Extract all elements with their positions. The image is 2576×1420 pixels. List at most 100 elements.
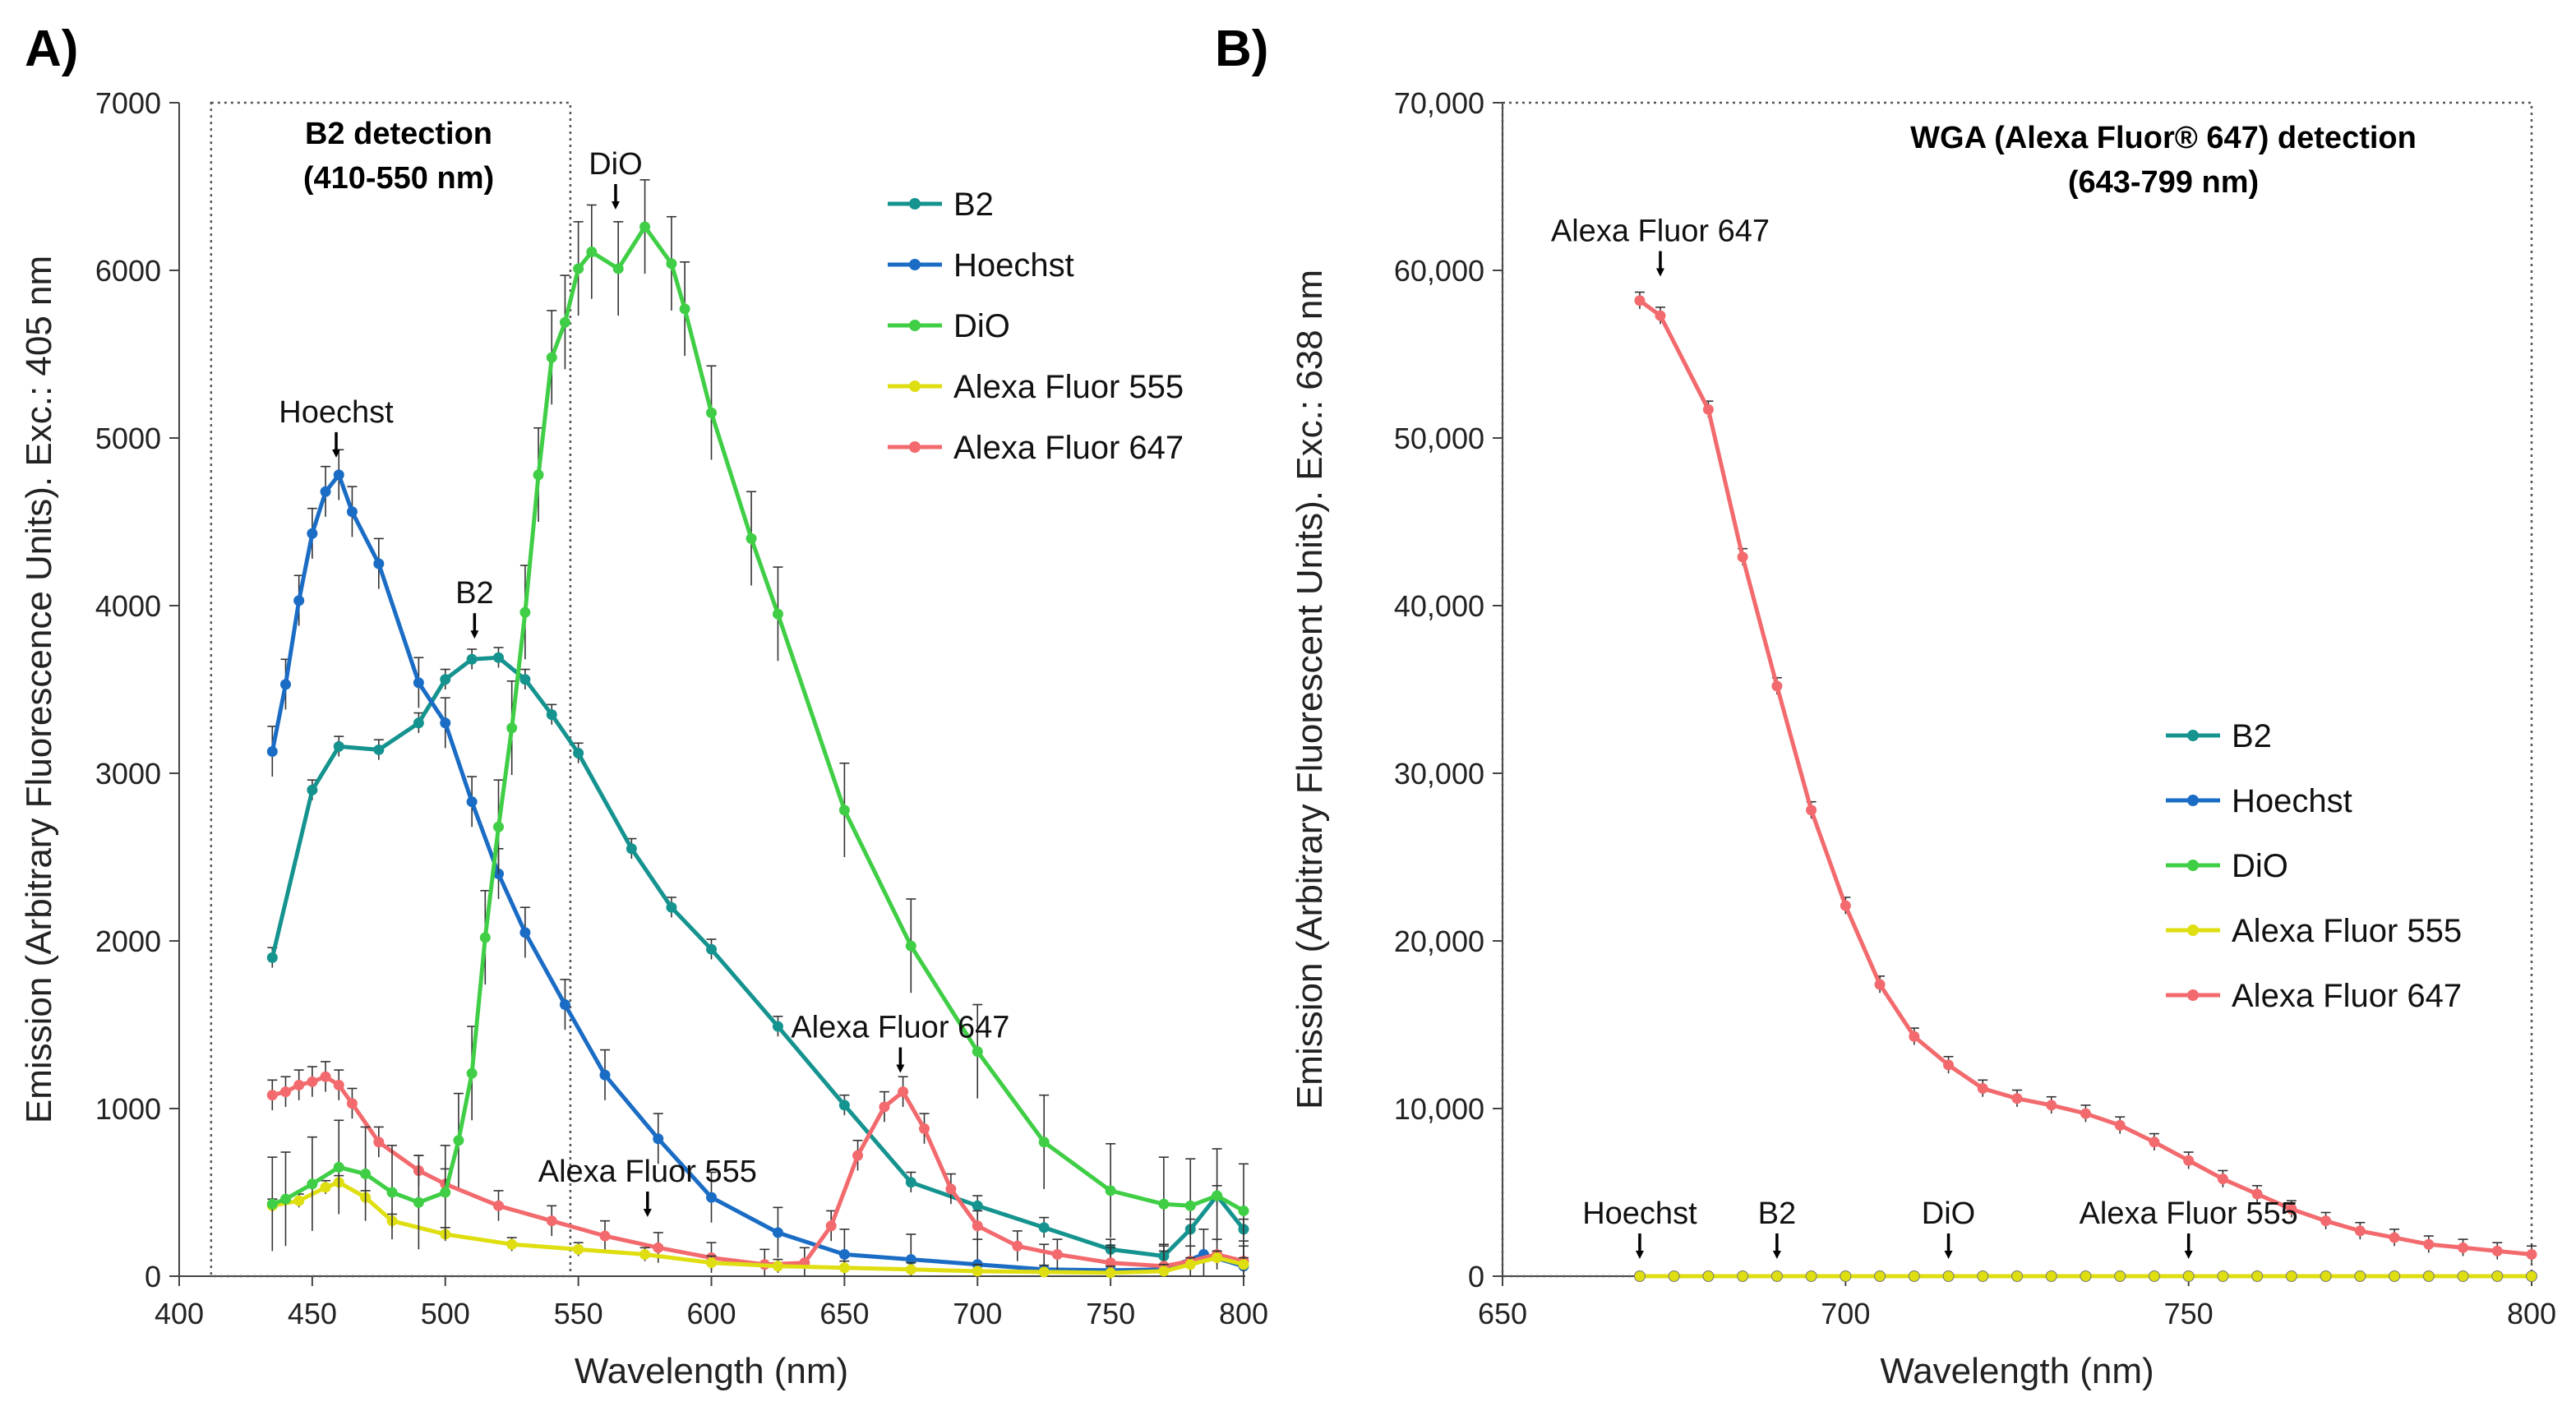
chart-a-data-point-alexa-fluor-647: [879, 1101, 890, 1113]
chart-a-data-point-hoechst: [280, 679, 291, 690]
chart-b-y-tick-label: 20,000: [1394, 924, 1484, 958]
chart-b-data-point-alexa-fluor-647: [2114, 1119, 2126, 1131]
chart-a-annotation-alexa-fluor-647: Alexa Fluor 647: [791, 1011, 1009, 1045]
chart-a-data-point-hoechst: [519, 927, 531, 938]
chart-a-data-point-dio: [546, 352, 557, 363]
chart-a-y-tick-label: 7000: [95, 86, 161, 120]
chart-a-data-point-hoechst: [653, 1133, 664, 1145]
chart-a-data-point-dio: [360, 1169, 372, 1180]
chart-b-annotation-b2: B2: [1758, 1196, 1796, 1231]
chart-a-data-point-dio: [307, 1178, 318, 1190]
chart-a-legend-label-hoechst: Hoechst: [953, 247, 1074, 284]
chart-a-data-point-alexa-fluor-555: [506, 1238, 518, 1250]
chart-a-data-point-b2: [838, 1100, 850, 1111]
chart-a-annotation-b2: B2: [455, 576, 493, 611]
chart-a-y-tick-label: 0: [145, 1260, 161, 1293]
chart-a-x-tick-label: 600: [686, 1297, 736, 1330]
chart-b-legend-swatch-marker: [2187, 860, 2199, 871]
chart-a-data-point-alexa-fluor-647: [919, 1123, 930, 1134]
chart-a-data-point-alexa-fluor-647: [653, 1242, 664, 1253]
chart-b-legend-label-alexa-fluor-647: Alexa Fluor 647: [2232, 978, 2462, 1014]
chart-b-annotation-alexa-fluor-647: Alexa Fluor 647: [1551, 214, 1770, 249]
chart-a-data-point-dio: [479, 932, 491, 943]
chart-a-data-point-b2: [413, 717, 424, 729]
chart-b-x-tick-label: 800: [2507, 1297, 2556, 1330]
chart-a-data-point-alexa-fluor-647: [945, 1183, 957, 1195]
chart-b-data-point-alexa-fluor-555: [2045, 1270, 2057, 1282]
chart-a-data-point-b2: [905, 1177, 916, 1188]
chart-a-data-point-alexa-fluor-647: [972, 1220, 983, 1232]
chart-b-detection-range: (643-799 nm): [2068, 165, 2259, 200]
chart-b-data-point-alexa-fluor-647: [2458, 1242, 2469, 1253]
chart-a-data-point-alexa-fluor-555: [573, 1243, 584, 1255]
chart-a-data-point-hoechst: [772, 1227, 783, 1238]
chart-b-data-point-alexa-fluor-555: [1737, 1270, 1749, 1282]
chart-a-data-point-alexa-fluor-555: [1105, 1267, 1116, 1279]
chart-a-data-point-b2: [519, 674, 531, 685]
chart-a-data-point-alexa-fluor-647: [599, 1230, 611, 1242]
chart-a-data-point-hoechst: [599, 1069, 611, 1081]
chart-a-y-tick-label: 2000: [95, 924, 161, 958]
chart-a-legend-swatch-marker: [909, 320, 921, 331]
chart-b-legend-swatch-marker: [2187, 924, 2199, 936]
chart-b-legend-swatch-marker: [2187, 795, 2199, 806]
chart-a-data-point-dio: [838, 805, 850, 816]
chart-a-data-point-dio: [1105, 1185, 1116, 1196]
chart-a-data-point-dio: [612, 263, 624, 274]
chart-a-data-point-alexa-fluor-555: [320, 1182, 331, 1193]
chart-b-legend-swatch-marker: [2187, 989, 2199, 1001]
chart-a-data-point-b2: [440, 674, 451, 685]
chart-a-data-point-alexa-fluor-555: [706, 1257, 717, 1269]
chart-b-data-point-alexa-fluor-555: [1874, 1270, 1886, 1282]
chart-a-data-point-dio: [706, 407, 717, 418]
chart-a-data-point-dio: [905, 940, 916, 952]
chart-a-data-point-dio: [746, 532, 757, 544]
chart-a-data-point-alexa-fluor-555: [1212, 1252, 1223, 1264]
chart-b-x-tick-label: 750: [2164, 1297, 2214, 1330]
chart-a-data-point-hoechst: [307, 528, 318, 539]
chart-b-data-point-alexa-fluor-555: [2526, 1270, 2537, 1282]
chart-b-data-point-alexa-fluor-555: [2148, 1270, 2160, 1282]
chart-b-data-point-alexa-fluor-647: [2389, 1232, 2400, 1243]
chart-a-data-point-dio: [1238, 1205, 1249, 1216]
chart-a-legend-label-alexa-fluor-555: Alexa Fluor 555: [953, 369, 1184, 405]
chart-a-data-point-alexa-fluor-555: [1038, 1266, 1050, 1278]
chart-a-data-point-alexa-fluor-647: [1105, 1257, 1116, 1269]
chart-a-data-point-dio: [559, 316, 570, 328]
chart-b-y-tick-label: 50,000: [1394, 422, 1484, 455]
chart-b-data-point-alexa-fluor-647: [2046, 1100, 2057, 1111]
chart-b-x-tick-label: 700: [1821, 1297, 1870, 1330]
chart-a-data-point-alexa-fluor-647: [333, 1079, 344, 1090]
chart-b-legend-label-dio: DiO: [2232, 848, 2288, 884]
chart-a-data-point-b2: [466, 653, 478, 665]
chart-b-data-point-alexa-fluor-647: [1806, 805, 1817, 816]
chart-a-series-dio: [266, 179, 1249, 1258]
chart-b-legend-swatch-marker: [2187, 730, 2199, 741]
chart-a-data-point-alexa-fluor-647: [1051, 1248, 1063, 1260]
chart-a-detection-range: (410-550 nm): [303, 161, 494, 196]
chart-a-legend-swatch-marker: [909, 380, 921, 392]
chart-b-data-point-alexa-fluor-647: [1874, 979, 1886, 990]
chart-a-y-axis-title: Emission (Arbitrary Fluorescence Units).…: [19, 256, 59, 1123]
chart-a-annotation-dio: DiO: [589, 147, 642, 182]
chart-a-data-point-alexa-fluor-555: [1238, 1259, 1249, 1270]
chart-b-data-point-alexa-fluor-555: [1805, 1270, 1817, 1282]
chart-b-legend-label-alexa-fluor-555: Alexa Fluor 555: [2232, 913, 2462, 949]
chart-a-data-point-b2: [333, 740, 344, 752]
chart-b-data-point-alexa-fluor-555: [1668, 1270, 1680, 1282]
chart-a-data-point-hoechst: [466, 796, 478, 808]
chart-a-x-tick-label: 800: [1219, 1297, 1268, 1330]
chart-b-annotation-hoechst: Hoechst: [1582, 1196, 1697, 1231]
chart-b-data-point-alexa-fluor-647: [1977, 1083, 1988, 1095]
chart-a-data-point-hoechst: [320, 486, 331, 497]
chart-b-data-point-alexa-fluor-647: [1840, 900, 1851, 911]
chart-b-y-tick-label: 60,000: [1394, 254, 1484, 288]
chart-a-x-tick-label: 650: [819, 1297, 869, 1330]
chart-b-data-point-alexa-fluor-555: [1908, 1270, 1920, 1282]
chart-a-data-point-b2: [972, 1200, 983, 1211]
chart-a-legend-label-alexa-fluor-647: Alexa Fluor 647: [953, 430, 1184, 466]
chart-a-data-point-dio: [266, 1198, 278, 1210]
chart-a-data-point-dio: [772, 608, 783, 620]
chart-a-data-point-b2: [546, 709, 557, 721]
